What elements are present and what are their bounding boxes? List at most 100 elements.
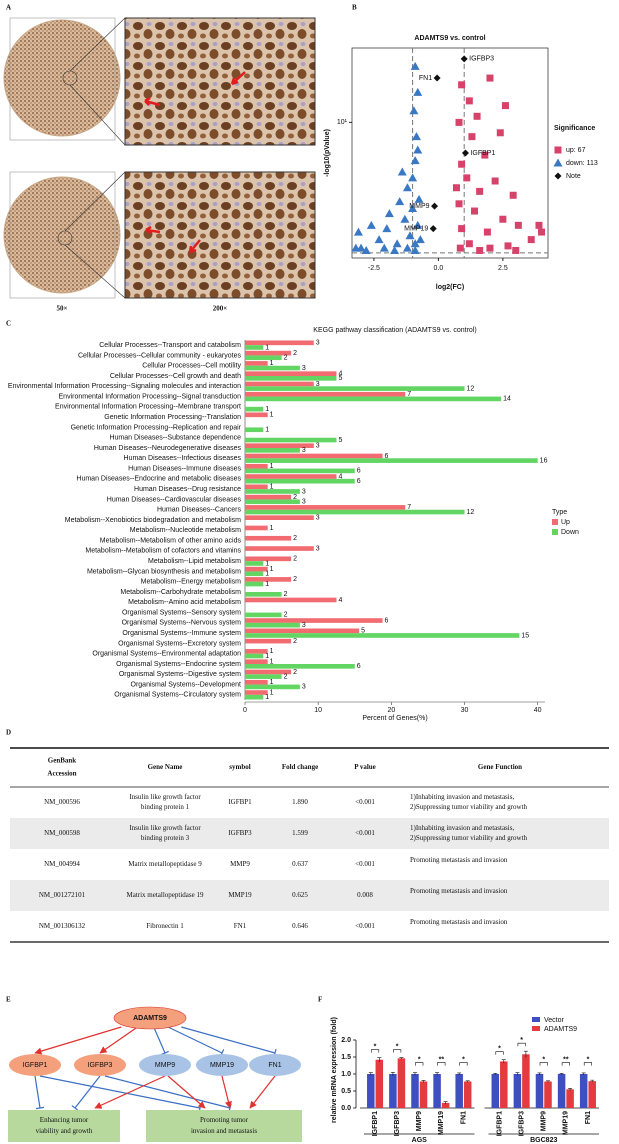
node-label: MMP9 <box>155 1062 175 1069</box>
error-bar <box>559 1073 564 1075</box>
outcome-box <box>8 1110 120 1142</box>
category-label: Metabolism--Xenobiotics biodegradation a… <box>65 517 241 524</box>
table-cell: NM_000596 <box>44 798 80 806</box>
bar <box>491 1074 500 1108</box>
count-label: 6 <box>357 663 361 670</box>
x-tick-label: MMP19 <box>563 1111 570 1135</box>
bar <box>245 679 268 685</box>
activation-edge <box>221 1075 232 1109</box>
table-cell: Insulin like growth factor <box>129 793 201 801</box>
outcome-box <box>146 1110 302 1142</box>
x-tick-label: FN1 <box>585 1111 592 1124</box>
zoom-line <box>69 84 126 146</box>
count-label: 12 <box>467 385 475 392</box>
count-label: 2 <box>293 638 297 645</box>
bar <box>397 1058 406 1108</box>
activation-edge <box>167 1075 206 1109</box>
count-label: 2 <box>284 591 288 598</box>
category-label: Human Diseases--Infectious diseases <box>124 455 242 462</box>
x-tick-label: 40 <box>534 707 542 714</box>
count-label: 1 <box>270 412 274 419</box>
bar <box>245 505 406 510</box>
category-label: Genetic Information Processing--Translat… <box>104 414 241 421</box>
diagram-node <box>196 1054 248 1076</box>
bar <box>245 489 300 494</box>
table-header: Accession <box>47 770 76 778</box>
data-point <box>411 132 421 141</box>
error-bar <box>390 1072 395 1076</box>
data-point <box>410 239 420 248</box>
error-bar <box>590 1079 595 1083</box>
significance-bracket <box>370 1049 380 1053</box>
data-point <box>486 244 494 252</box>
data-point <box>410 245 420 254</box>
bar <box>245 478 355 484</box>
diagram-node <box>9 1054 61 1076</box>
category-label: Environmental Information Processing--Me… <box>55 404 241 411</box>
data-point <box>499 215 507 223</box>
significance-label: * <box>542 1056 545 1063</box>
y-tick-label: 1.5 <box>341 1054 351 1061</box>
outcome-label: invasion and metastasis <box>191 1127 257 1135</box>
table-cell: 1)Inhabiting invasion and metastasis, <box>410 793 514 801</box>
bar <box>245 412 268 418</box>
tissue-core <box>3 19 121 137</box>
inhibition-edge <box>104 1075 232 1113</box>
category-label: Human Diseases--Substance dependence <box>109 435 241 442</box>
image-frame <box>9 171 116 299</box>
data-point <box>413 145 423 154</box>
count-label: 3 <box>316 381 320 388</box>
node-label: IGFBP3 <box>88 1062 113 1069</box>
significance-bracket <box>583 1062 593 1066</box>
significance-bracket <box>437 1062 446 1066</box>
data-point <box>538 228 546 236</box>
count-label: 2 <box>293 350 297 357</box>
count-label: 15 <box>521 632 529 639</box>
table-cell: MMP19 <box>228 891 252 899</box>
bar <box>588 1081 596 1108</box>
category-label: Human Diseases--Cancers <box>157 507 242 514</box>
table-cell: Promoting metastasis and invasion <box>410 887 508 895</box>
table-header: Gene Name <box>148 763 183 771</box>
count-label: 6 <box>385 617 389 624</box>
x-tick-label: IGFBP1 <box>496 1111 503 1136</box>
count-label: 2 <box>284 612 288 619</box>
count-label: 1 <box>270 566 274 573</box>
data-point <box>353 227 363 236</box>
diagram-node <box>113 1006 187 1030</box>
bar <box>245 597 337 603</box>
outcome-label: viability and growth <box>36 1127 93 1135</box>
y-tick-label: 2.0 <box>341 1037 351 1044</box>
bar <box>245 694 264 700</box>
table-cell: NM_001306132 <box>39 922 86 930</box>
data-point <box>351 243 361 252</box>
bar <box>245 633 520 638</box>
data-point <box>509 191 517 199</box>
data-point <box>458 225 466 233</box>
data-point <box>384 209 394 218</box>
data-point <box>413 87 423 96</box>
bar <box>245 566 268 572</box>
legend-swatch <box>552 529 558 535</box>
bar <box>513 1074 522 1108</box>
error-bar <box>501 1059 506 1064</box>
table-cell: 2)Suppressing tumor viability and growth <box>410 803 528 811</box>
count-label: 1 <box>270 648 274 655</box>
bar <box>245 571 264 577</box>
category-label: Human Diseases--Cardiovascular diseases <box>107 496 242 503</box>
table-cell: 0.008 <box>357 891 373 899</box>
bar <box>245 458 538 463</box>
count-label: 7 <box>407 391 411 398</box>
category-label: Organismal Systems--Excretory system <box>118 640 241 647</box>
point-label: IGFBP1 <box>470 150 495 157</box>
bar <box>245 690 268 695</box>
bar <box>245 376 337 381</box>
x-tick-label: 0 <box>243 707 247 714</box>
bar <box>245 612 282 618</box>
count-label: 3 <box>302 499 306 506</box>
point-label: IGFBP3 <box>469 56 494 63</box>
bar <box>245 494 292 500</box>
diagram-node <box>139 1054 191 1076</box>
data-point <box>458 81 466 89</box>
legend-label: ADAMTS9 <box>544 1026 577 1033</box>
